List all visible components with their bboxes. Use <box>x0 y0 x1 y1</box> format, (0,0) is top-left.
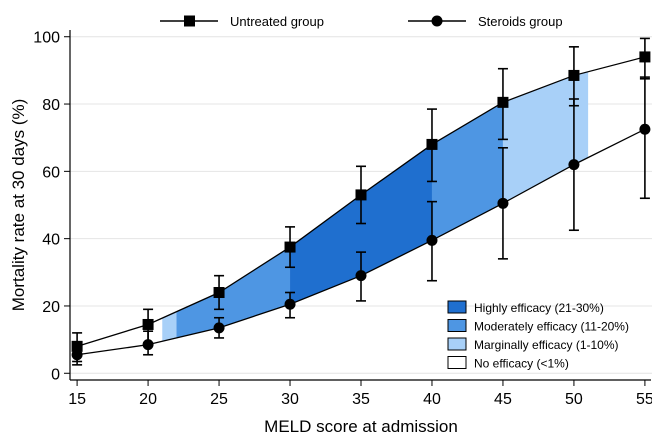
y-tick-label: 20 <box>42 299 60 316</box>
x-tick-label: 55 <box>636 391 652 408</box>
data-point <box>568 159 580 171</box>
series <box>71 37 651 366</box>
data-point <box>355 270 367 282</box>
y-tick-label: 40 <box>42 232 60 249</box>
data-point <box>497 96 509 108</box>
legend-swatch <box>447 356 467 369</box>
legend-marker <box>184 15 195 27</box>
x-tick-label: 50 <box>565 391 583 408</box>
y-tick-label: 0 <box>51 366 60 383</box>
series-group <box>71 37 651 363</box>
y-tick-label: 60 <box>42 164 60 181</box>
data-point <box>213 322 225 334</box>
series-group <box>71 76 651 366</box>
band-legend: Highly efficacy (21-30%) Moderately effic… <box>447 300 629 371</box>
legend-swatch <box>447 300 467 314</box>
x-tick-label: 15 <box>68 391 86 408</box>
data-point <box>355 189 367 201</box>
y-tick-label: 100 <box>33 30 60 47</box>
legend-label: Highly efficacy (21-30%) <box>474 301 604 315</box>
y-tick-label: 80 <box>42 97 60 114</box>
legend-label: Marginally efficacy (1-10%) <box>474 338 619 352</box>
data-point <box>142 339 154 351</box>
legend-label: Untreated group <box>230 14 324 29</box>
efficacy-band <box>502 71 589 204</box>
data-point <box>639 51 651 63</box>
series-legend: Untreated group Steroids group <box>160 14 563 29</box>
data-point <box>213 287 225 298</box>
x-tick-label: 20 <box>139 391 157 408</box>
data-point <box>497 197 509 209</box>
data-point <box>568 69 580 81</box>
x-tick-label: 30 <box>281 391 299 408</box>
efficacy-bands <box>162 71 589 342</box>
x-ticks: 15 20 25 30 35 40 45 50 55 <box>68 380 652 408</box>
legend-label: Steroids group <box>478 14 563 29</box>
data-point <box>426 234 438 246</box>
data-point <box>639 123 651 135</box>
legend-label: No efficacy (<1%) <box>474 357 569 371</box>
legend-label: Moderately efficacy (11-20%) <box>474 320 629 334</box>
x-tick-label: 25 <box>210 391 228 408</box>
data-point <box>71 349 83 361</box>
y-axis-label: Mortality rate at 30 days (%) <box>9 99 28 312</box>
data-point <box>284 241 296 253</box>
efficacy-band <box>176 247 291 338</box>
data-point <box>426 138 438 150</box>
x-axis-label: MELD score at admission <box>264 417 458 436</box>
y-ticks: 0 20 40 60 80 100 <box>33 30 70 383</box>
legend-swatch <box>447 319 467 332</box>
efficacy-band <box>162 311 177 342</box>
legend-marker <box>431 15 443 27</box>
x-tick-label: 40 <box>423 391 441 408</box>
legend-swatch <box>447 337 467 351</box>
x-tick-label: 45 <box>494 391 512 408</box>
efficacy-band <box>290 144 432 305</box>
x-tick-label: 35 <box>352 391 370 408</box>
data-point <box>284 298 296 310</box>
efficacy-band <box>431 102 503 241</box>
data-point <box>142 318 154 330</box>
